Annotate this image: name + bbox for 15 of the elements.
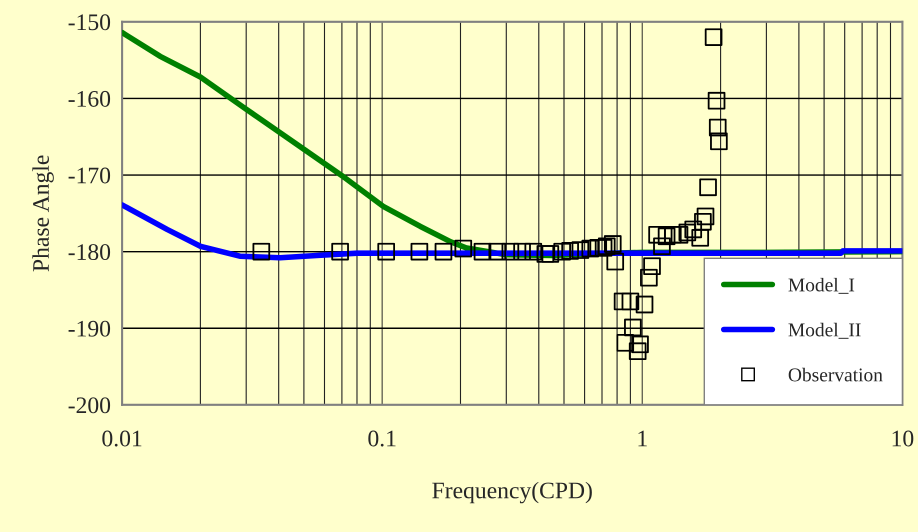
x-tick-label: 0.1 <box>368 430 396 447</box>
y-axis-title: Phase Angle <box>32 155 54 272</box>
legend-label: Observation <box>788 368 883 382</box>
x-tick-label: 0.01 <box>102 430 142 447</box>
y-tick-label: -160 <box>68 90 110 107</box>
x-axis-title: Frequency(CPD) <box>432 482 592 504</box>
x-tick-label: 10 <box>892 430 914 446</box>
y-tick-label: -190 <box>68 320 110 337</box>
legend-label: Model_I <box>788 278 854 294</box>
y-tick-label: -200 <box>68 397 110 414</box>
y-tick-label: -150 <box>68 14 110 30</box>
y-tick-label: -170 <box>68 168 110 184</box>
legend-label: Model_II <box>788 322 861 339</box>
x-tick-label: 1 <box>638 430 647 446</box>
y-tick-label: -180 <box>68 244 110 260</box>
